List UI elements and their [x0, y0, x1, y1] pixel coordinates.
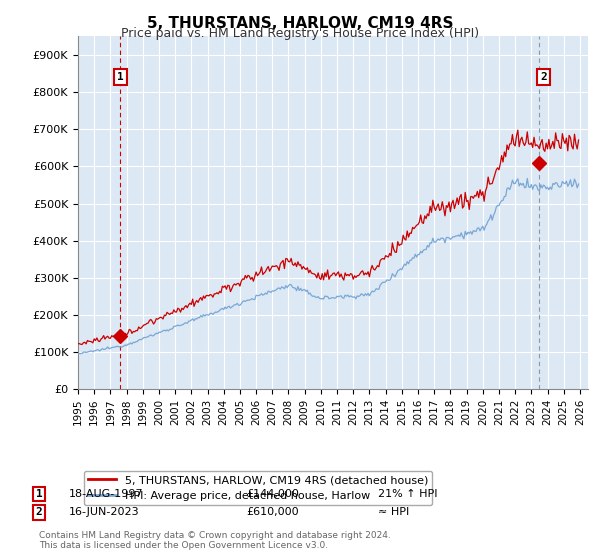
Text: 5, THURSTANS, HARLOW, CM19 4RS: 5, THURSTANS, HARLOW, CM19 4RS: [147, 16, 453, 31]
Text: 2: 2: [35, 507, 43, 517]
Text: Price paid vs. HM Land Registry's House Price Index (HPI): Price paid vs. HM Land Registry's House …: [121, 27, 479, 40]
Text: 16-JUN-2023: 16-JUN-2023: [69, 507, 140, 517]
Legend: 5, THURSTANS, HARLOW, CM19 4RS (detached house), HPI: Average price, detached ho: 5, THURSTANS, HARLOW, CM19 4RS (detached…: [83, 470, 433, 505]
Text: 18-AUG-1997: 18-AUG-1997: [69, 489, 143, 499]
Text: £610,000: £610,000: [246, 507, 299, 517]
Text: 2: 2: [540, 72, 547, 82]
Text: Contains HM Land Registry data © Crown copyright and database right 2024.
This d: Contains HM Land Registry data © Crown c…: [39, 530, 391, 550]
Text: 1: 1: [35, 489, 43, 499]
Text: £144,000: £144,000: [246, 489, 299, 499]
Text: 1: 1: [117, 72, 124, 82]
Text: ≈ HPI: ≈ HPI: [378, 507, 409, 517]
Text: 21% ↑ HPI: 21% ↑ HPI: [378, 489, 437, 499]
